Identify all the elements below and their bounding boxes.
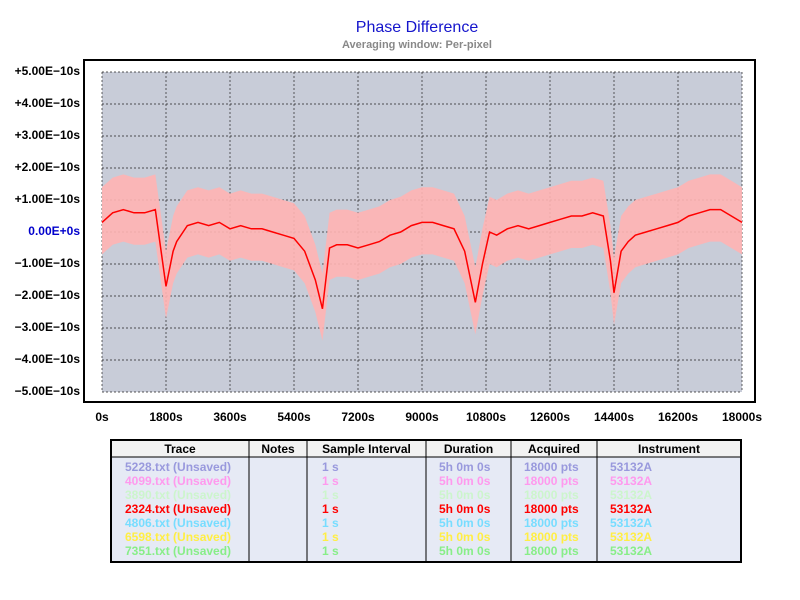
table-cell: 5h 0m 0s [439,502,491,516]
y-tick-label: +2.00E−10s [15,160,81,174]
table-cell: 4099.txt (Unsaved) [125,474,231,488]
table-cell: 1 s [322,544,339,558]
table-cell: 53132A [610,516,652,530]
table-cell: 18000 pts [524,502,579,516]
y-tick-label: −3.00E−10s [15,320,81,334]
x-tick-label: 18000s [722,410,762,424]
table-cell: 1 s [322,516,339,530]
column-header: Sample Interval [322,442,411,456]
x-tick-label: 0s [95,410,109,424]
x-tick-label: 1800s [149,410,183,424]
chart-subtitle: Averaging window: Per-pixel [342,39,492,51]
table-cell: 3890.txt (Unsaved) [125,488,231,502]
table-cell: 18000 pts [524,474,579,488]
y-tick-label: −4.00E−10s [15,352,81,366]
y-tick-label: −2.00E−10s [15,288,81,302]
table-cell: 1 s [322,530,339,544]
table-cell: 53132A [610,488,652,502]
column-header: Trace [164,442,196,456]
x-tick-label: 16200s [658,410,698,424]
y-tick-label: +5.00E−10s [15,64,81,78]
table-cell: 53132A [610,544,652,558]
column-header: Acquired [528,442,580,456]
table-cell: 5h 0m 0s [439,488,491,502]
table-cell: 5h 0m 0s [439,460,491,474]
x-tick-label: 9000s [405,410,439,424]
x-tick-label: 5400s [277,410,311,424]
table-cell: 1 s [322,474,339,488]
table-cell: 18000 pts [524,530,579,544]
y-tick-label: +1.00E−10s [15,192,81,206]
table-cell: 7351.txt (Unsaved) [125,544,231,558]
y-tick-label: +3.00E−10s [15,128,81,142]
table-cell: 53132A [610,530,652,544]
y-tick-label: −1.00E−10s [15,256,81,270]
chart-title: Phase Difference [356,19,479,36]
table-cell: 18000 pts [524,516,579,530]
column-header: Instrument [638,442,700,456]
table-cell: 1 s [322,502,339,516]
y-tick-label: −5.00E−10s [15,384,81,398]
column-header: Duration [444,442,493,456]
table-cell: 1 s [322,488,339,502]
y-tick-label: +4.00E−10s [15,96,81,110]
y-tick-label: 0.00E+0s [28,224,80,238]
table-cell: 18000 pts [524,460,579,474]
table-cell: 18000 pts [524,544,579,558]
table-cell: 4806.txt (Unsaved) [125,516,231,530]
x-tick-label: 3600s [213,410,247,424]
table-cell: 5h 0m 0s [439,544,491,558]
table-cell: 5h 0m 0s [439,516,491,530]
x-tick-label: 14400s [594,410,634,424]
table-cell: 1 s [322,460,339,474]
table-cell: 53132A [610,460,652,474]
table-cell: 5h 0m 0s [439,474,491,488]
table-cell: 5h 0m 0s [439,530,491,544]
x-tick-label: 7200s [341,410,375,424]
x-tick-label: 12600s [530,410,570,424]
table-cell: 53132A [610,502,652,516]
column-header: Notes [261,442,295,456]
x-tick-label: 10800s [466,410,506,424]
table-cell: 2324.txt (Unsaved) [125,502,231,516]
table-cell: 6598.txt (Unsaved) [125,530,231,544]
data-line [101,208,743,309]
table-cell: 18000 pts [524,488,579,502]
table-cell: 53132A [610,474,652,488]
table-cell: 5228.txt (Unsaved) [125,460,231,474]
